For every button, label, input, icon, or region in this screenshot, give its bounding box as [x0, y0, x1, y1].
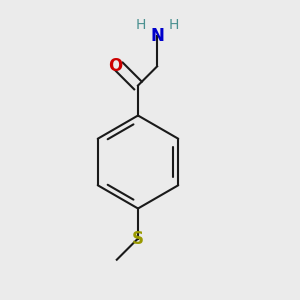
Text: S: S: [132, 230, 144, 247]
Text: O: O: [108, 57, 122, 75]
Text: H: H: [168, 18, 179, 32]
Text: N: N: [150, 27, 164, 45]
Text: H: H: [135, 18, 146, 32]
